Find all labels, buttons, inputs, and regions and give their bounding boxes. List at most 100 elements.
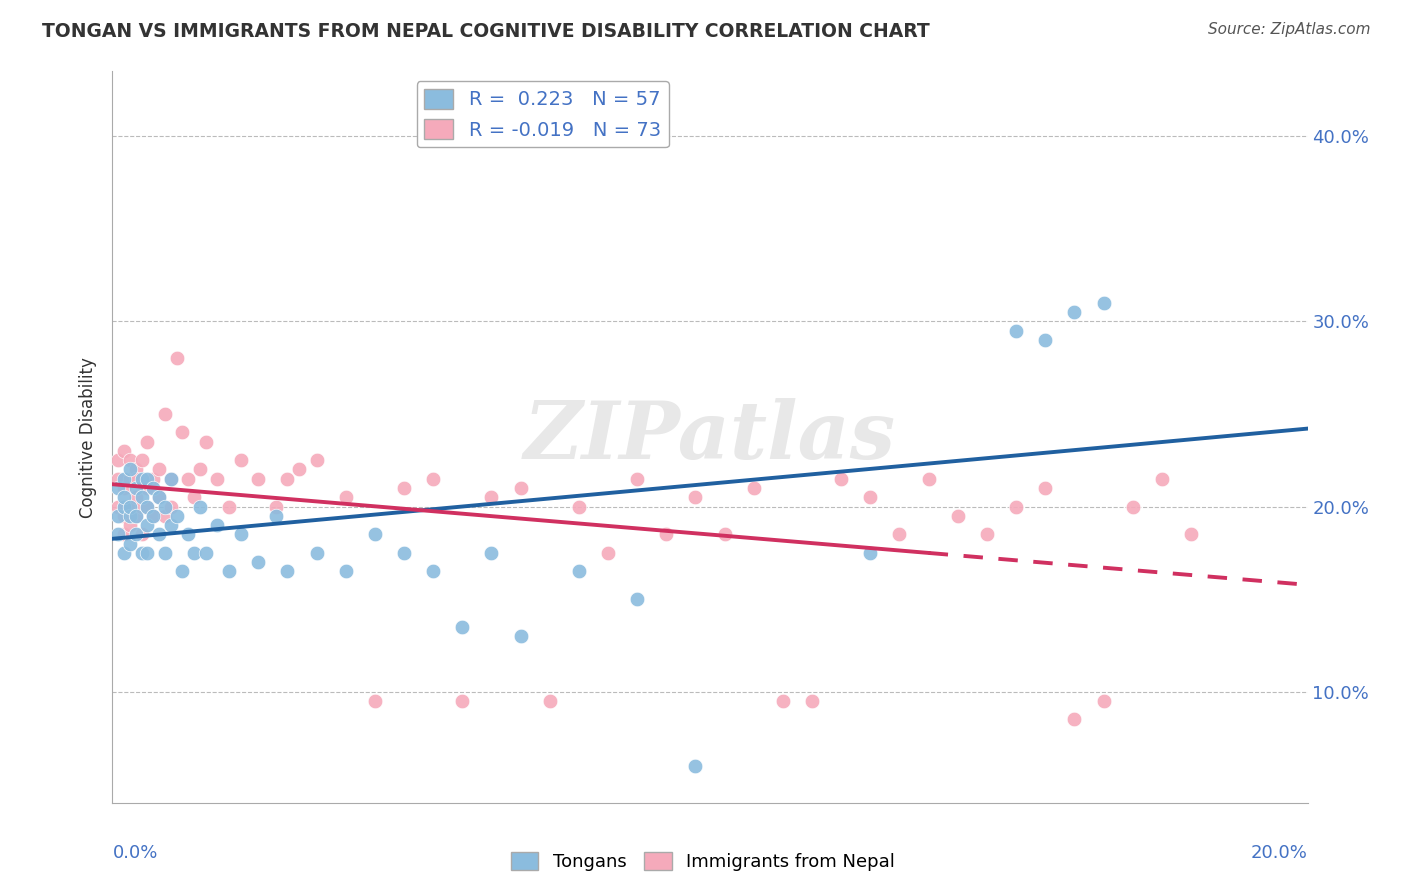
Point <box>153 500 176 514</box>
Point <box>131 527 153 541</box>
Point <box>276 565 298 579</box>
Point <box>107 527 129 541</box>
Point <box>177 527 200 541</box>
Point <box>655 527 678 541</box>
Point <box>159 472 181 486</box>
Point <box>626 592 648 607</box>
Point <box>148 462 170 476</box>
Point <box>1063 305 1085 319</box>
Point <box>1033 481 1056 495</box>
Point <box>183 546 205 560</box>
Point <box>422 565 444 579</box>
Point <box>118 500 141 514</box>
Point <box>107 508 129 523</box>
Point <box>112 527 135 541</box>
Point <box>148 527 170 541</box>
Point <box>772 694 794 708</box>
Point <box>112 472 135 486</box>
Point <box>218 500 240 514</box>
Point <box>305 453 328 467</box>
Legend: Tongans, Immigrants from Nepal: Tongans, Immigrants from Nepal <box>503 845 903 879</box>
Point <box>153 508 176 523</box>
Point <box>142 472 165 486</box>
Point <box>172 565 194 579</box>
Point <box>247 555 270 569</box>
Point <box>917 472 939 486</box>
Point <box>118 518 141 533</box>
Y-axis label: Cognitive Disability: Cognitive Disability <box>79 357 97 517</box>
Point <box>1005 324 1028 338</box>
Point <box>1122 500 1144 514</box>
Point <box>131 546 153 560</box>
Text: TONGAN VS IMMIGRANTS FROM NEPAL COGNITIVE DISABILITY CORRELATION CHART: TONGAN VS IMMIGRANTS FROM NEPAL COGNITIV… <box>42 22 929 41</box>
Point <box>183 490 205 504</box>
Point <box>207 518 229 533</box>
Point <box>136 434 159 449</box>
Point <box>125 527 148 541</box>
Point <box>125 462 148 476</box>
Text: 20.0%: 20.0% <box>1251 845 1308 863</box>
Point <box>481 546 503 560</box>
Point <box>889 527 911 541</box>
Point <box>1092 295 1115 310</box>
Point <box>188 462 211 476</box>
Point <box>451 620 474 634</box>
Point <box>148 490 170 504</box>
Point <box>142 508 165 523</box>
Point <box>976 527 998 541</box>
Point <box>509 629 531 643</box>
Point <box>946 508 969 523</box>
Point <box>125 508 148 523</box>
Point <box>1150 472 1173 486</box>
Point <box>194 546 217 560</box>
Point <box>159 518 181 533</box>
Point <box>1063 713 1085 727</box>
Point <box>229 527 252 541</box>
Point <box>264 500 287 514</box>
Point <box>148 490 170 504</box>
Point <box>685 758 707 772</box>
Point <box>568 500 591 514</box>
Point <box>335 565 357 579</box>
Point <box>188 500 211 514</box>
Point <box>118 536 141 550</box>
Point <box>159 500 181 514</box>
Point <box>112 500 135 514</box>
Point <box>142 481 165 495</box>
Point <box>118 472 141 486</box>
Point <box>118 508 141 523</box>
Point <box>112 546 135 560</box>
Point <box>131 490 153 504</box>
Point <box>1180 527 1202 541</box>
Point <box>136 546 159 560</box>
Point <box>364 694 387 708</box>
Point <box>288 462 311 476</box>
Point <box>481 490 503 504</box>
Point <box>801 694 824 708</box>
Point <box>107 472 129 486</box>
Point <box>218 565 240 579</box>
Point <box>112 490 135 504</box>
Point <box>538 694 561 708</box>
Point <box>131 472 153 486</box>
Point <box>1005 500 1028 514</box>
Point <box>392 481 415 495</box>
Legend: R =  0.223   N = 57, R = -0.019   N = 73: R = 0.223 N = 57, R = -0.019 N = 73 <box>416 81 669 147</box>
Point <box>207 472 229 486</box>
Point <box>422 472 444 486</box>
Point <box>305 546 328 560</box>
Point <box>742 481 765 495</box>
Point <box>142 508 165 523</box>
Text: 0.0%: 0.0% <box>112 845 157 863</box>
Point <box>112 481 135 495</box>
Point <box>153 546 176 560</box>
Text: ZIPatlas: ZIPatlas <box>524 399 896 475</box>
Point <box>626 472 648 486</box>
Point <box>125 472 148 486</box>
Point <box>451 694 474 708</box>
Point <box>568 565 591 579</box>
Point <box>685 490 707 504</box>
Point <box>1033 333 1056 347</box>
Point <box>276 472 298 486</box>
Point <box>125 508 148 523</box>
